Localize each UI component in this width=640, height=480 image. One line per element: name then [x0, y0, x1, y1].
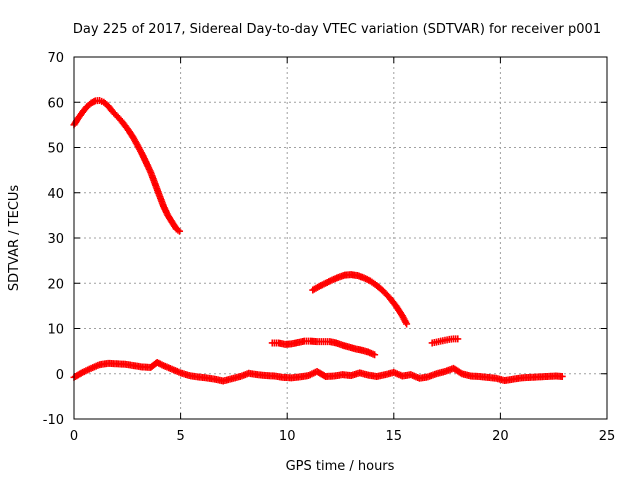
x-tick-label: 20	[492, 429, 509, 444]
chart-title: Day 225 of 2017, Sidereal Day-to-day VTE…	[73, 22, 601, 37]
data-marks	[70, 96, 566, 385]
x-tick-label: 5	[176, 429, 184, 444]
series-baseline	[70, 358, 566, 385]
y-tick-label: 60	[47, 96, 64, 111]
axis-ticks: 0 5 10 15 20 25 -10 0 10 20 30 40 50 60 70	[43, 51, 616, 444]
y-tick-label: 0	[56, 368, 64, 383]
data-point	[371, 351, 379, 359]
data-point	[454, 335, 462, 343]
x-tick-label: 25	[599, 429, 616, 444]
y-tick-label: 30	[47, 232, 64, 247]
y-tick-label: 10	[47, 323, 64, 338]
x-tick-label: 10	[279, 429, 296, 444]
y-tick-label: 40	[47, 187, 64, 202]
data-point	[403, 320, 411, 328]
data-point	[558, 372, 566, 380]
x-tick-label: 0	[70, 429, 78, 444]
series-arc-late	[428, 335, 462, 347]
y-tick-label: 20	[47, 277, 64, 292]
series-arc-low-midday	[268, 337, 379, 359]
x-axis-label: GPS time / hours	[286, 459, 395, 474]
y-tick-label: 50	[47, 142, 64, 157]
y-tick-label: 70	[47, 51, 64, 66]
x-tick-label: 15	[386, 429, 403, 444]
series-arc-early-high	[70, 96, 184, 235]
series-arc-midday	[309, 271, 411, 328]
y-tick-label: -10	[43, 413, 64, 428]
y-axis-label: SDTVAR / TECUs	[7, 185, 22, 292]
data-point	[176, 227, 184, 235]
plot-frame	[73, 56, 608, 420]
